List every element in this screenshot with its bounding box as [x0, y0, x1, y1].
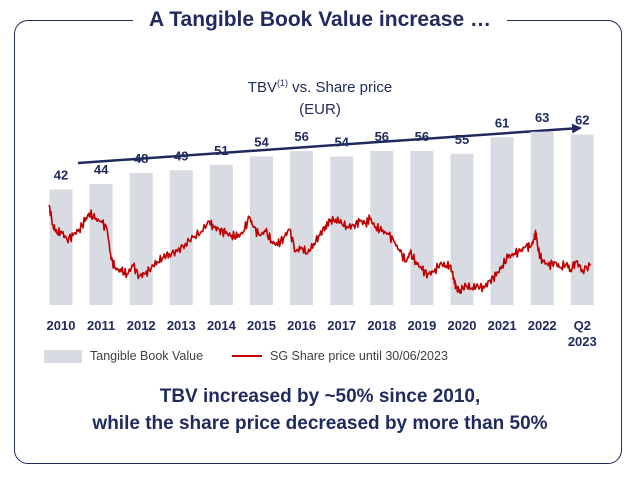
x-tick-label: 2018 — [367, 318, 396, 333]
x-tick-label: 2023 — [568, 334, 597, 349]
legend-item-share-price: SG Share price until 30/06/2023 — [232, 346, 448, 366]
subtitle-rest: vs. Share price — [287, 79, 393, 96]
x-tick-label: 2017 — [327, 318, 356, 333]
x-tick-label: 2011 — [87, 318, 115, 333]
chart-subtitle: TBV(1) vs. Share price — [0, 78, 640, 96]
x-tick-label: 2015 — [247, 318, 276, 333]
conclusion-line-1: TBV increased by ~50% since 2010, — [159, 386, 481, 407]
tbv-value-label: 55 — [455, 132, 469, 147]
tbv-bar — [490, 137, 514, 305]
tbv-value-label: 62 — [575, 113, 589, 128]
tbv-value-label: 63 — [535, 110, 549, 125]
conclusion-line-2: while the share price decreased by more … — [92, 413, 548, 434]
legend-item-tbv: Tangible Book Value — [44, 346, 203, 366]
tbv-value-label: 56 — [415, 129, 429, 144]
tbv-bar — [169, 170, 193, 305]
tbv-value-label: 54 — [254, 135, 269, 150]
subtitle-footnote-ref: (1) — [276, 78, 288, 88]
x-tick-label: 2010 — [47, 318, 76, 333]
x-tick-label: Q2 — [574, 318, 591, 333]
title-wrap: A Tangible Book Value increase … — [0, 6, 640, 34]
legend-label-tbv: Tangible Book Value — [90, 349, 204, 363]
x-tick-label: 2014 — [207, 318, 237, 333]
tbv-value-label: 51 — [214, 143, 228, 158]
tbv-value-label: 49 — [174, 148, 188, 163]
trend-arrow — [77, 123, 582, 165]
legend-label-share-price: SG Share price until 30/06/2023 — [270, 349, 448, 363]
tbv-bar — [530, 131, 554, 305]
tbv-bar — [450, 153, 474, 305]
tbv-bar — [410, 151, 434, 305]
tbv-value-label: 56 — [294, 129, 308, 144]
subtitle-main: TBV — [247, 79, 277, 96]
tbv-bar — [250, 156, 273, 305]
x-tick-label: 2019 — [407, 318, 436, 333]
x-tick-label: 2020 — [448, 318, 477, 333]
tbv-bar — [290, 151, 314, 305]
tbv-value-label: 44 — [94, 162, 109, 177]
tbv-value-label: 42 — [54, 168, 68, 183]
tbv-bar — [209, 164, 233, 305]
x-tick-label: 2012 — [127, 318, 156, 333]
tbv-value-label: 54 — [334, 135, 349, 150]
x-tick-label: 2021 — [488, 318, 517, 333]
tbv-value-label: 56 — [375, 129, 389, 144]
chart-unit: (EUR) — [299, 101, 341, 118]
page-title: A Tangible Book Value increase … — [133, 6, 507, 34]
tbv-bar — [89, 184, 113, 305]
tbv-bar — [570, 134, 594, 305]
x-tick-label: 2016 — [287, 318, 316, 333]
legend-swatch-line — [232, 355, 262, 357]
legend-swatch-bar — [44, 349, 82, 363]
x-tick-label: 2013 — [167, 318, 196, 333]
tbv-bar — [129, 173, 153, 305]
tbv-bar — [49, 189, 73, 305]
tbv-value-label: 48 — [134, 151, 148, 166]
x-tick-label: 2022 — [528, 318, 557, 333]
tbv-bar — [330, 156, 354, 305]
share-price-line — [48, 204, 592, 295]
tbv-value-label: 61 — [495, 115, 509, 130]
